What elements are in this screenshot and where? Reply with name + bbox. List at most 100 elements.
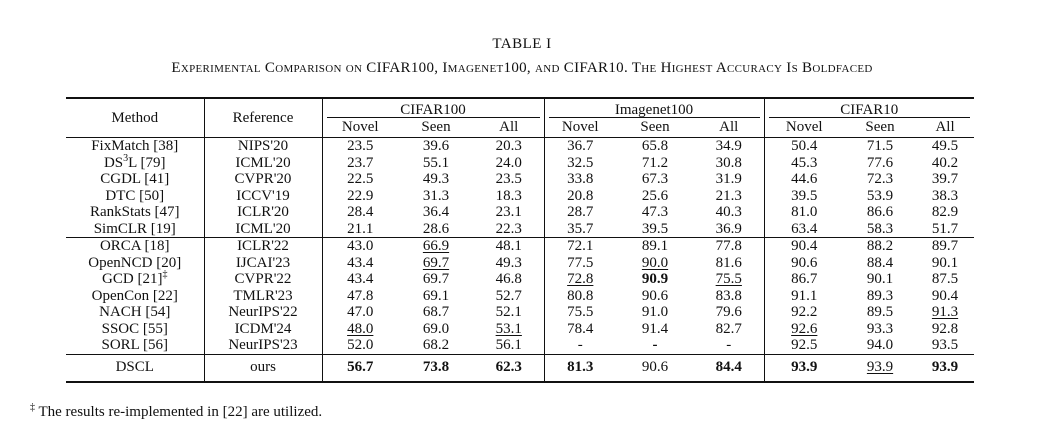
method-name: FixMatch [38] [91, 138, 179, 154]
value-cell: 80.8 [544, 288, 616, 305]
value-text: 90.1 [931, 254, 959, 271]
value-cell: 22.3 [474, 220, 545, 238]
method-superscript: ‡ [162, 269, 168, 280]
value-text: 33.8 [567, 171, 594, 187]
footnote-mark: ‡ [30, 402, 35, 413]
value-text: 63.4 [791, 220, 818, 237]
reference-cell: ICML'20 [204, 154, 323, 171]
value-cell: 90.4 [916, 288, 974, 305]
value-text: 43.4 [347, 254, 374, 271]
value-cell: 20.3 [474, 137, 545, 155]
value-cell: 30.8 [694, 154, 765, 171]
value-cell: 90.6 [616, 353, 695, 383]
value-text: 81.0 [791, 204, 818, 220]
value-cell: 89.5 [844, 304, 916, 321]
proposed-method-group: DSCL ours 56.7 73.8 62.3 81.3 90.6 84.4 93.9 93.9… [66, 353, 975, 383]
value-text: 21.3 [715, 187, 742, 204]
value-cell: 94.0 [844, 337, 916, 354]
value-text: 83.8 [715, 287, 742, 304]
value-text: 71.5 [866, 138, 894, 154]
value-text: 73.8 [422, 359, 450, 376]
value-text: 32.5 [567, 154, 594, 171]
value-text: 92.6 [791, 320, 818, 337]
value-text: 28.7 [567, 204, 594, 220]
value-text: 65.8 [641, 138, 669, 154]
subheader-novel: Novel [341, 119, 379, 136]
value-cell: 39.5 [616, 221, 694, 238]
value-cell: 78.4 [544, 321, 616, 338]
method-cell: RankStats [47] [66, 204, 205, 221]
method-cell: SSOC [55] [66, 320, 205, 337]
value-text: 90.9 [641, 271, 669, 287]
value-cell: 32.5 [544, 155, 616, 172]
method-cell: OpenCon [22] [66, 287, 205, 304]
value-text: 20.3 [495, 138, 522, 154]
value-text: 89.7 [931, 238, 959, 254]
value-cell: 48.0 [322, 321, 398, 338]
value-text: 44.6 [791, 171, 818, 187]
value-cell: 92.5 [764, 337, 844, 354]
value-cell: 52.7 [474, 287, 545, 304]
value-cell: 77.5 [544, 255, 616, 272]
method-name: GCD [21] [102, 271, 163, 287]
reference-cell: ICLR'22 [204, 237, 323, 255]
value-cell: 89.3 [844, 288, 916, 305]
method-name: RankStats [47] [89, 204, 180, 220]
value-cell: 77.8 [694, 237, 765, 255]
table-row: ORCA [18] ICLR'22 43.0 66.9 48.1 72.1 89.1 77.8… [66, 237, 975, 255]
value-cell: 63.4 [764, 221, 844, 238]
method-name: SORL [56] [101, 337, 169, 353]
value-cell: 89.7 [916, 237, 975, 255]
value-text: 28.6 [422, 220, 450, 237]
table-row: SimCLR [19] ICML'20 21.1 28.6 22.3 35.7 39.5 36… [66, 220, 974, 238]
value-text: 55.1 [422, 154, 450, 171]
value-text: 22.5 [347, 171, 374, 187]
value-cell: 49.3 [398, 171, 474, 188]
header-imagenet100: Imagenet100 [544, 97, 765, 118]
value-text: 77.8 [715, 238, 742, 254]
value-text: 75.5 [715, 271, 742, 287]
subheader-novel: Novel [561, 119, 599, 136]
value-cell: 91.0 [616, 304, 694, 321]
value-cell: 90.6 [764, 255, 844, 272]
value-text: 89.3 [866, 287, 894, 304]
value-cell: 25.6 [616, 188, 694, 205]
reference-cell: ICLR'20 [204, 204, 323, 221]
value-text: 72.8 [567, 271, 594, 287]
value-cell: 75.5 [544, 304, 616, 321]
table-row: DS3L [79] ICML'20 23.7 55.1 24.0 32.5 71.2 30.8… [66, 153, 974, 172]
reference-cell: IJCAI'23 [204, 254, 323, 271]
value-text: 75.5 [567, 304, 594, 320]
value-text: 39.6 [422, 138, 450, 154]
method-cell: OpenNCD [20] [66, 254, 205, 271]
value-cell: 82.7 [694, 320, 765, 337]
value-text: 36.4 [422, 204, 450, 220]
value-text: - [726, 337, 732, 353]
value-cell: 65.8 [616, 137, 695, 155]
value-cell: 62.3 [474, 353, 545, 383]
value-cell: 51.7 [916, 221, 974, 238]
value-text: 53.9 [866, 187, 894, 204]
value-cell: 66.9 [398, 237, 474, 255]
value-text: 20.8 [567, 187, 594, 204]
value-cell: 81.3 [544, 353, 617, 383]
method-cell: ORCA [18] [66, 237, 205, 255]
value-text: 36.9 [715, 220, 742, 237]
value-cell: 90.6 [616, 288, 694, 305]
value-text: 56.1 [495, 337, 522, 353]
value-cell: 46.8 [474, 271, 545, 288]
value-cell: 40.3 [694, 204, 765, 221]
method-name: SSOC [55] [101, 320, 168, 337]
method-cell: GCD [21]‡ [66, 269, 205, 288]
method-cell: DTC [50] [66, 187, 205, 204]
value-text: 90.0 [641, 254, 669, 271]
value-text: 82.7 [715, 320, 742, 337]
value-text: 43.4 [347, 271, 374, 287]
value-cell: 18.3 [474, 187, 545, 204]
value-cell: 28.6 [398, 221, 474, 238]
table-caption: Experimental Comparison on CIFAR100, Ima… [171, 60, 873, 76]
value-cell: 71.2 [616, 155, 694, 172]
method-name: SimCLR [19] [93, 220, 176, 237]
method-cell: NACH [54] [66, 304, 205, 321]
value-cell: 31.3 [398, 188, 474, 205]
